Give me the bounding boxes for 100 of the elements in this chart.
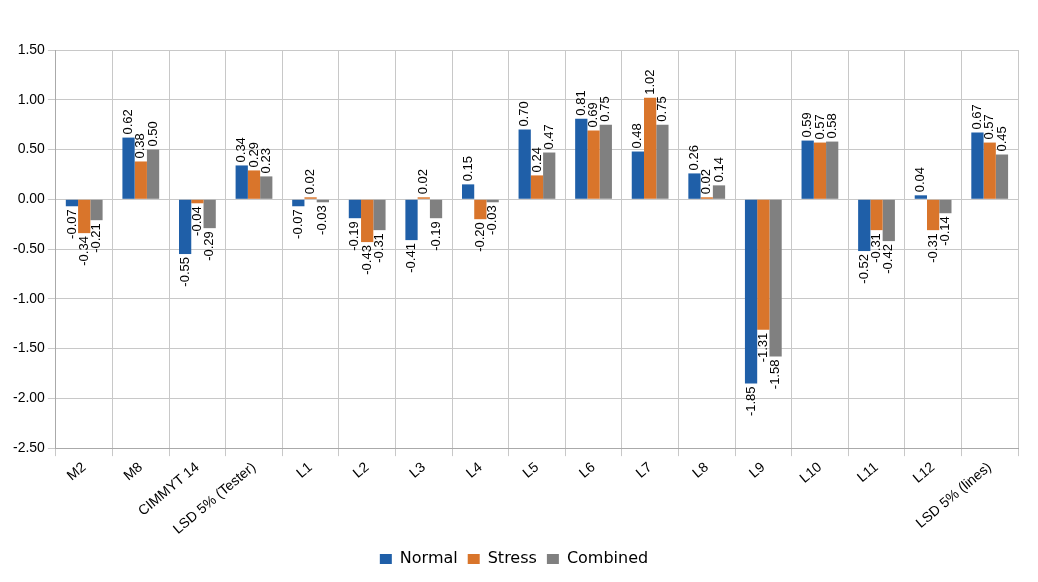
x-tick-label: L2: [349, 458, 372, 481]
y-tick-label: 1.50: [17, 40, 46, 57]
x-tick-label: M2: [63, 458, 89, 484]
data-label: -1.58: [767, 359, 783, 390]
bar: [179, 199, 192, 255]
bar: [858, 199, 871, 252]
legend-label: Combined: [566, 548, 649, 568]
data-label: -0.03: [314, 205, 330, 235]
data-label: -0.21: [88, 223, 104, 253]
data-label: -0.41: [403, 243, 419, 273]
bar: [939, 199, 952, 214]
data-label: -0.19: [427, 221, 443, 251]
x-tick-label: L11: [853, 458, 882, 486]
bar: [461, 184, 475, 199]
bar: [78, 199, 91, 234]
data-label: 0.48: [629, 123, 645, 149]
legend-label: Normal: [399, 548, 458, 568]
y-tick-label: -1.00: [12, 289, 46, 306]
bar: [587, 130, 600, 199]
data-label: -0.31: [371, 233, 387, 263]
y-tick-label: -2.00: [12, 389, 46, 406]
bar: [191, 199, 204, 204]
data-label: -0.03: [484, 205, 500, 235]
bar: [292, 199, 305, 207]
bar: [688, 173, 701, 199]
x-tick-label: L9: [745, 458, 768, 481]
bar: [348, 199, 362, 219]
bar: [870, 199, 883, 231]
x-tick-label: L3: [405, 458, 429, 481]
data-label: 0.26: [686, 145, 702, 171]
bar: [801, 140, 814, 199]
bar: [203, 199, 216, 229]
bar: [656, 124, 669, 199]
bar: [826, 141, 839, 199]
data-label: -1.31: [754, 332, 770, 363]
bar: [429, 199, 443, 219]
bar: [983, 142, 996, 199]
bar: [373, 199, 386, 231]
data-label: -0.34: [75, 236, 91, 266]
data-label: 0.62: [120, 109, 136, 135]
bar: [926, 199, 940, 231]
bar: [882, 199, 895, 242]
x-tick-label: L12: [909, 458, 938, 486]
y-tick-label: 1.00: [17, 90, 46, 107]
bar: [631, 151, 645, 199]
data-label: 0.70: [516, 101, 532, 127]
x-tick-label: L4: [462, 458, 485, 481]
bar: [644, 97, 657, 199]
bar: [90, 199, 103, 221]
data-label: 0.47: [540, 124, 556, 150]
bar: [575, 118, 588, 199]
bar: [235, 165, 248, 199]
data-label: -0.52: [855, 254, 871, 284]
bar: [757, 199, 770, 330]
data-label: 0.75: [653, 96, 669, 122]
bar: [122, 137, 135, 199]
data-label: 0.04: [912, 167, 928, 193]
bar: [146, 149, 160, 199]
x-tick-label: L6: [575, 458, 599, 481]
data-label: -1.85: [742, 386, 758, 417]
y-tick-label: -2.50: [12, 438, 46, 455]
data-label: 0.02: [302, 168, 318, 195]
data-label: 0.81: [572, 90, 588, 116]
data-label: -0.55: [176, 257, 192, 287]
bar: [474, 199, 487, 220]
bar: [914, 195, 927, 199]
y-tick-label: -0.50: [12, 239, 46, 256]
bar: [247, 170, 261, 199]
x-tick-label: L10: [796, 458, 825, 486]
data-label: -0.07: [63, 209, 79, 239]
y-tick-label: -1.50: [12, 339, 46, 356]
data-label: -0.20: [471, 222, 487, 252]
x-tick-label: L7: [632, 458, 655, 481]
data-label: 0.24: [528, 147, 544, 173]
bar: [971, 132, 984, 199]
bar: [260, 176, 273, 199]
bar: [995, 154, 1009, 199]
x-tick-label: L1: [292, 458, 316, 481]
bar: [361, 199, 374, 243]
bar: [405, 199, 418, 241]
data-label: 1.02: [641, 69, 657, 95]
data-label: -0.29: [201, 231, 217, 261]
bar: [134, 161, 147, 199]
bar: [813, 142, 827, 199]
data-label: -0.07: [289, 209, 305, 239]
data-label: 0.15: [459, 156, 475, 182]
x-tick-label: L8: [688, 458, 712, 481]
bar: [712, 185, 726, 199]
bar: [599, 124, 612, 199]
bar: [769, 199, 782, 357]
bar: [518, 129, 531, 199]
bar: [744, 199, 758, 384]
bar: [530, 175, 544, 199]
data-label: 0.02: [415, 168, 431, 195]
y-tick-label: 0.50: [17, 140, 46, 157]
bar: [543, 152, 556, 199]
x-tick-label: L5: [519, 458, 542, 481]
legend-label: Stress: [487, 548, 537, 568]
y-tick-label: 0.00: [17, 190, 46, 207]
data-label: -0.04: [188, 206, 204, 236]
